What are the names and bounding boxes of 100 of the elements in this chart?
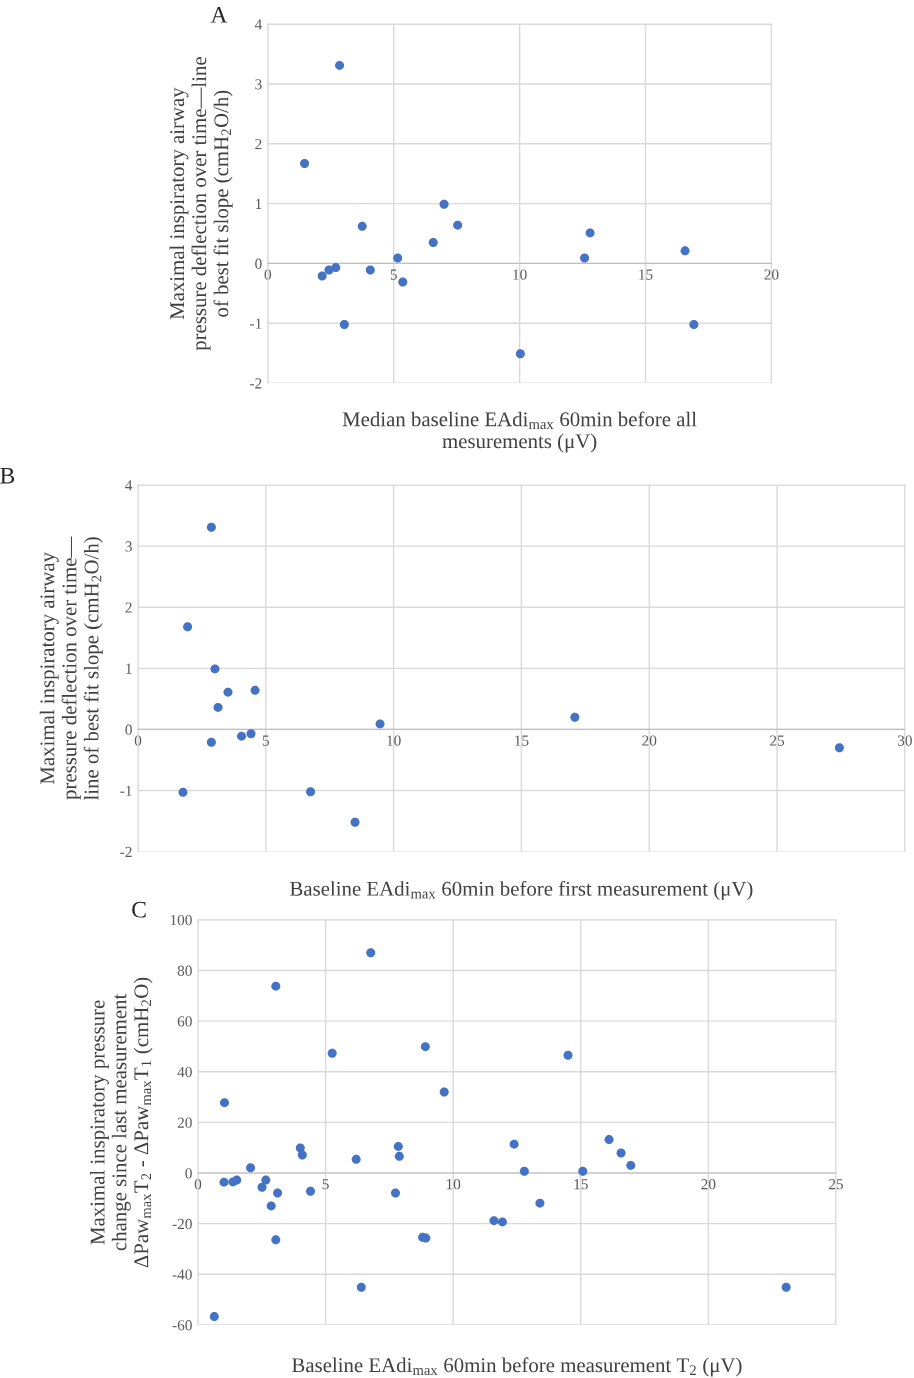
x-axis-title: Baseline EAdi$_{max}$ 60min before measurement T$_{2}$ (μV) xyxy=(292,1357,742,1377)
x-tick-label: 25 xyxy=(770,735,785,746)
point xyxy=(219,1177,229,1187)
y-tick-label: 1 xyxy=(126,663,132,674)
point xyxy=(398,277,408,287)
y-tick-label: 60 xyxy=(177,1016,192,1027)
y-tick-label: -20 xyxy=(172,1218,192,1230)
point xyxy=(580,253,590,263)
point xyxy=(365,265,375,275)
point xyxy=(178,787,188,797)
x-tick-label: 15 xyxy=(574,1179,588,1190)
x-tick-label: 10 xyxy=(387,735,401,746)
point xyxy=(394,1151,404,1161)
point xyxy=(453,220,463,230)
y-axis-title: Maximal inspiratory airway pressure deflection over time—line of best fit slope (cmH$_{2}$O/h) xyxy=(169,57,233,351)
point xyxy=(390,1188,400,1198)
x-tick-label: 30 xyxy=(897,735,912,746)
point xyxy=(261,1175,271,1185)
point xyxy=(209,1312,219,1322)
point xyxy=(781,1282,791,1292)
point xyxy=(563,1050,573,1060)
y-tick-label: 3 xyxy=(255,79,262,90)
point xyxy=(626,1160,636,1170)
y-tick-label: 2 xyxy=(125,602,132,613)
point xyxy=(206,522,216,532)
point xyxy=(604,1135,614,1145)
point xyxy=(213,702,223,712)
chart-title: A xyxy=(210,7,228,23)
point xyxy=(439,199,449,209)
x-tick-label: 5 xyxy=(390,269,397,280)
point xyxy=(616,1148,626,1158)
point xyxy=(297,1150,307,1160)
point xyxy=(220,1098,230,1108)
y-tick-label: -1 xyxy=(250,318,262,329)
point xyxy=(223,687,233,697)
point xyxy=(331,263,341,273)
point xyxy=(585,228,595,238)
y-tick-label: 1 xyxy=(255,198,262,209)
x-axis-title: Median baseline EAdi$_{max}$ 60min before all mesurements (μV) xyxy=(342,411,697,453)
text: Maximal inspiratory pressure change since last measurement ΔPaw$_{max}$T$_{2}$ - ΔPaw$_{max}$T$_{1}$ (cmH$_{2}$O) xyxy=(89,977,153,1268)
point xyxy=(680,246,690,256)
chart-title: C xyxy=(132,901,146,918)
point xyxy=(300,159,310,169)
point xyxy=(578,1166,588,1176)
point xyxy=(246,729,256,739)
point xyxy=(266,1201,276,1211)
y-axis-title: Maximal inspiratory airway pressure deflection over time— line of best fit slope (cmH$_{2}$O/h) xyxy=(39,536,103,801)
point xyxy=(271,981,281,991)
point xyxy=(497,1217,507,1227)
x-tick-label: 0 xyxy=(134,735,142,746)
y-tick-label: 20 xyxy=(177,1117,192,1128)
x-tick-label: 10 xyxy=(446,1179,461,1190)
point xyxy=(689,319,699,329)
point xyxy=(351,1154,361,1164)
x-axis-title: Baseline EAdi$_{max}$ 60min before first measurement (μV) xyxy=(290,880,753,901)
point xyxy=(206,737,216,747)
y-tick-label: 40 xyxy=(177,1066,192,1078)
y-tick-label: 0 xyxy=(125,724,132,735)
x-tick-label: 25 xyxy=(828,1179,843,1190)
x-tick-label: 0 xyxy=(194,1179,202,1190)
y-tick-label: 3 xyxy=(125,541,132,552)
point xyxy=(366,948,376,958)
x-tick-label: 20 xyxy=(764,269,779,280)
x-tick-label: 20 xyxy=(642,735,657,746)
point xyxy=(183,622,193,632)
y-tick-label: -2 xyxy=(250,378,262,389)
point xyxy=(335,60,345,70)
point xyxy=(339,319,349,329)
x-tick-label: 10 xyxy=(513,269,527,280)
point xyxy=(357,221,367,231)
y-tick-label: 0 xyxy=(255,258,262,269)
point xyxy=(428,237,438,247)
y-tick-label: 100 xyxy=(170,914,192,926)
point xyxy=(250,685,260,695)
x-tick-label: 5 xyxy=(262,735,270,746)
y-tick-label: -1 xyxy=(120,785,132,796)
y-tick-label: 4 xyxy=(125,480,133,491)
y-tick-label: -2 xyxy=(120,846,132,857)
y-tick-label: -40 xyxy=(172,1269,192,1280)
point xyxy=(306,1186,316,1196)
x-tick-label: 20 xyxy=(701,1179,716,1190)
point xyxy=(232,1175,242,1185)
point xyxy=(237,731,247,741)
y-tick-label: -60 xyxy=(172,1320,192,1331)
x-tick-label: 15 xyxy=(515,735,529,746)
x-tick-label: 0 xyxy=(264,269,272,280)
y-tick-label: 0 xyxy=(185,1168,192,1179)
point xyxy=(327,1048,337,1058)
point xyxy=(317,271,327,281)
x-tick-label: 5 xyxy=(322,1179,329,1190)
point xyxy=(210,664,220,674)
point xyxy=(350,817,360,827)
point xyxy=(515,349,525,359)
point xyxy=(420,1042,430,1052)
chart-title: B xyxy=(0,467,15,484)
point xyxy=(570,712,580,722)
point xyxy=(273,1188,283,1198)
point xyxy=(393,1141,403,1151)
point xyxy=(356,1282,366,1292)
point xyxy=(489,1216,499,1226)
